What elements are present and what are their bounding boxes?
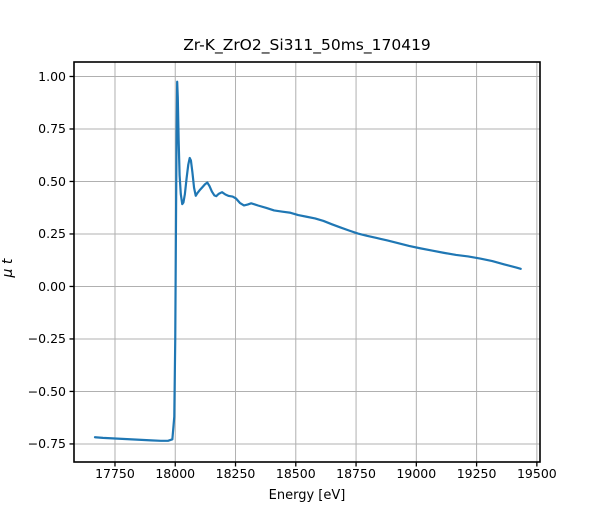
y-tick-label: −0.75 (27, 436, 66, 452)
x-tick-label: 18250 (215, 466, 256, 481)
x-axis-label: Energy [eV] (268, 488, 346, 503)
axes-frame (73, 61, 541, 463)
x-tick-label: 18000 (155, 466, 196, 481)
x-tick-label: 19000 (396, 466, 437, 481)
y-tick-label: 0.25 (38, 226, 66, 242)
x-tick-label: 18750 (336, 466, 376, 481)
data-line (93, 80, 522, 442)
y-tick-label: −0.50 (27, 383, 66, 399)
y-axis-label: μ t (0, 258, 16, 278)
y-tick-label: 0.50 (38, 173, 66, 189)
y-tick-label: 1.00 (38, 68, 66, 84)
x-tick-label: 18500 (275, 466, 316, 481)
x-tick-label: 19500 (516, 466, 557, 481)
y-tick-label: 0.75 (38, 121, 66, 137)
y-tick-label: 0.00 (38, 278, 66, 294)
x-tick-label: 19250 (456, 466, 497, 481)
x-tick-label: 17750 (95, 466, 135, 481)
chart-title: Zr-K_ZrO2_Si311_50ms_170419 (183, 36, 431, 54)
y-tick-label: −0.25 (27, 331, 66, 347)
